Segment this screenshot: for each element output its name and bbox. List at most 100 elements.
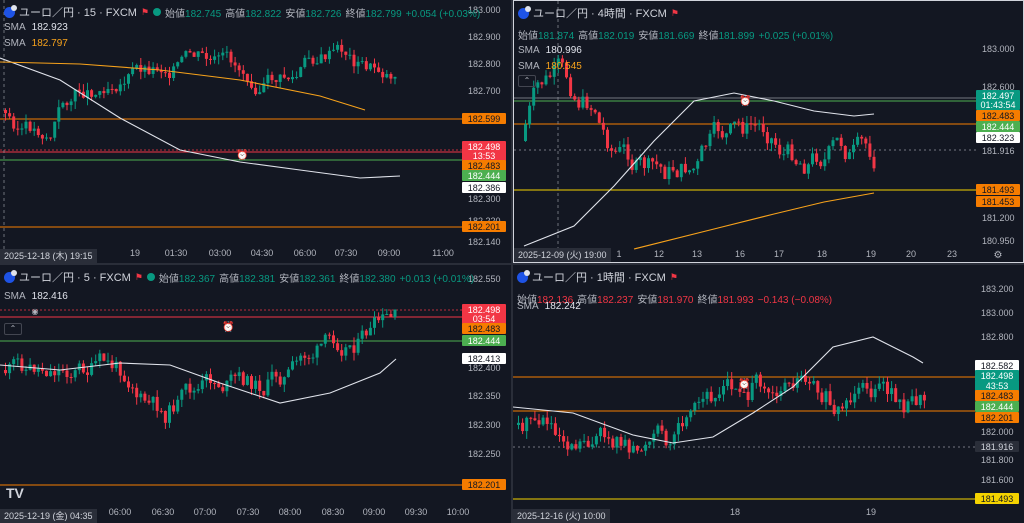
price-badge-label: 182.483 — [468, 324, 501, 334]
sma-legend-row[interactable]: SMA 182.242 — [517, 301, 581, 312]
ohlc-value: 181.874 — [538, 31, 575, 42]
candle-body — [270, 74, 274, 81]
chart-title[interactable]: ユーロ／円 · 4時間 · FXCM — [533, 8, 667, 20]
x-tick-label: 23 — [947, 249, 957, 259]
price-badge-label: 182.498 — [981, 371, 1014, 381]
price-change: +0.025 (+0.01%) — [758, 31, 834, 42]
candle-body — [102, 353, 106, 361]
sma-legend-row[interactable]: SMA 182.923 — [4, 22, 68, 33]
chart-pane-1h[interactable]: ⏰ 183.200 183.000 182.800 182.582 182.000 181.… — [513, 265, 1024, 523]
candle-body — [122, 83, 126, 85]
sma-legend-row[interactable]: SMA 182.416 — [4, 291, 68, 302]
candle-body — [541, 417, 545, 425]
y-tick-label: 182.900 — [468, 32, 501, 42]
x-tick-label: 18 — [817, 249, 827, 259]
ohlc-values: 始値182.745 高値182.822 安値182.726 終値182.799 +0.0… — [165, 5, 480, 20]
chart-pane-15min[interactable]: ⏰ 183.000 182.900 182.800 182.700 182.599 182.… — [0, 0, 511, 263]
candle-body — [131, 68, 135, 75]
candle-body — [791, 383, 795, 388]
candle-body — [549, 423, 553, 425]
candle-body — [601, 122, 605, 130]
ohlc-value: 182.019 — [598, 31, 635, 42]
candle-body — [758, 374, 762, 387]
candle-body — [282, 377, 286, 385]
sma-legend-row[interactable]: SMA 182.797 — [4, 38, 68, 49]
candle-body — [816, 381, 820, 393]
ohlc-value: 182.367 — [178, 273, 216, 285]
flag-icon[interactable]: ⚑ — [669, 271, 678, 282]
chart-title[interactable]: ユーロ／円 · 15 · FXCM — [19, 7, 137, 19]
price-badge — [462, 313, 506, 324]
price-badge — [462, 150, 506, 161]
flag-icon[interactable]: ⚑ — [670, 7, 679, 18]
chart-symbol-icon — [517, 269, 530, 283]
chart-canvas[interactable]: ⏰ 183.000 182.600 182.323 181.916 181.493 181.… — [514, 1, 1024, 263]
candle-body — [12, 116, 16, 129]
ohlc-value: 182.726 — [305, 8, 342, 20]
candle-body — [159, 410, 163, 412]
ohlc-values: 始値181.874 高値182.019 安値181.669 終値181.899 +0.0… — [518, 27, 833, 42]
candle-body — [630, 159, 634, 170]
y-tick-label: 183.000 — [468, 5, 501, 15]
candle-body — [898, 399, 902, 403]
candle-body — [36, 128, 40, 136]
candle-body — [705, 391, 709, 399]
candle-body — [303, 57, 307, 68]
candle-body — [118, 361, 122, 376]
candle-body — [683, 163, 687, 173]
chart-pane-4h[interactable]: ⏰ 183.000 182.600 182.323 181.916 181.493 181.… — [513, 0, 1024, 263]
price-badge-label: 182.498 — [468, 142, 501, 152]
y-tick-label: 180.950 — [982, 236, 1015, 246]
candle-body — [258, 380, 262, 391]
y-tick-label: 182.140 — [468, 237, 501, 247]
flag-icon[interactable]: ⚑ — [140, 6, 150, 17]
collapse-icon[interactable]: ⌃ — [518, 75, 536, 87]
candle-body — [832, 404, 836, 414]
price-badge — [976, 184, 1020, 195]
chart-canvas[interactable]: ⏰ 183.000 182.900 182.800 182.700 182.599 182.… — [0, 0, 511, 263]
candle-body — [536, 82, 540, 88]
candle-body — [258, 92, 262, 95]
candle-body — [245, 376, 249, 385]
sma-legend-row[interactable]: SMA 180.545 — [518, 61, 582, 72]
settings-icon: ⚙ — [994, 250, 1003, 261]
chart-canvas[interactable]: ⏰ 182.550 182.400 182.350 182.300 182.250 182.… — [0, 265, 511, 523]
x-tick-label: 19 — [130, 248, 140, 258]
candle-body — [65, 102, 69, 106]
candle-body — [184, 51, 188, 57]
candle-body — [663, 166, 667, 179]
candle-body — [726, 379, 730, 386]
chart-pane-5min[interactable]: ⏰ 182.550 182.400 182.350 182.300 182.250 182.… — [0, 265, 511, 523]
candle-body — [565, 62, 568, 78]
chart-title[interactable]: ユーロ／円 · 5 · FXCM — [19, 272, 131, 284]
price-badge — [462, 182, 506, 193]
candle-body — [323, 54, 327, 60]
candle-body — [45, 137, 48, 139]
candle-body — [864, 138, 868, 144]
ohlc-label: 高値 — [578, 31, 599, 42]
chart-canvas[interactable]: ⏰ 183.200 183.000 182.800 182.582 182.000 181.… — [513, 265, 1024, 523]
eye-icon[interactable]: ◉ — [31, 307, 39, 316]
sma-legend-row[interactable]: SMA 180.996 — [518, 45, 582, 56]
tradingview-logo-icon[interactable]: TV — [6, 485, 24, 501]
candle-body — [393, 76, 397, 79]
y-tick-label: 182.350 — [468, 391, 501, 401]
candle-body — [647, 158, 650, 169]
candle-body — [819, 161, 823, 167]
candle-body — [336, 44, 340, 50]
candle-body — [274, 80, 278, 82]
y-tick-label: 183.200 — [981, 284, 1014, 294]
candle-body — [836, 406, 840, 414]
candle-body — [586, 440, 590, 447]
x-tick-label: 07:30 — [335, 248, 358, 258]
candle-body — [262, 83, 266, 93]
chart-title[interactable]: ユーロ／円 · 1時間 · FXCM — [532, 272, 666, 284]
candle-body — [627, 439, 631, 453]
ohlc-label: 安値 — [638, 31, 659, 42]
candle-body — [553, 423, 557, 435]
collapse-icon[interactable]: ⌃ — [4, 323, 22, 335]
candle-body — [745, 123, 749, 134]
flag-icon[interactable]: ⚑ — [134, 271, 143, 282]
candle-body — [811, 153, 814, 165]
price-badge-label: 182.483 — [468, 161, 501, 171]
